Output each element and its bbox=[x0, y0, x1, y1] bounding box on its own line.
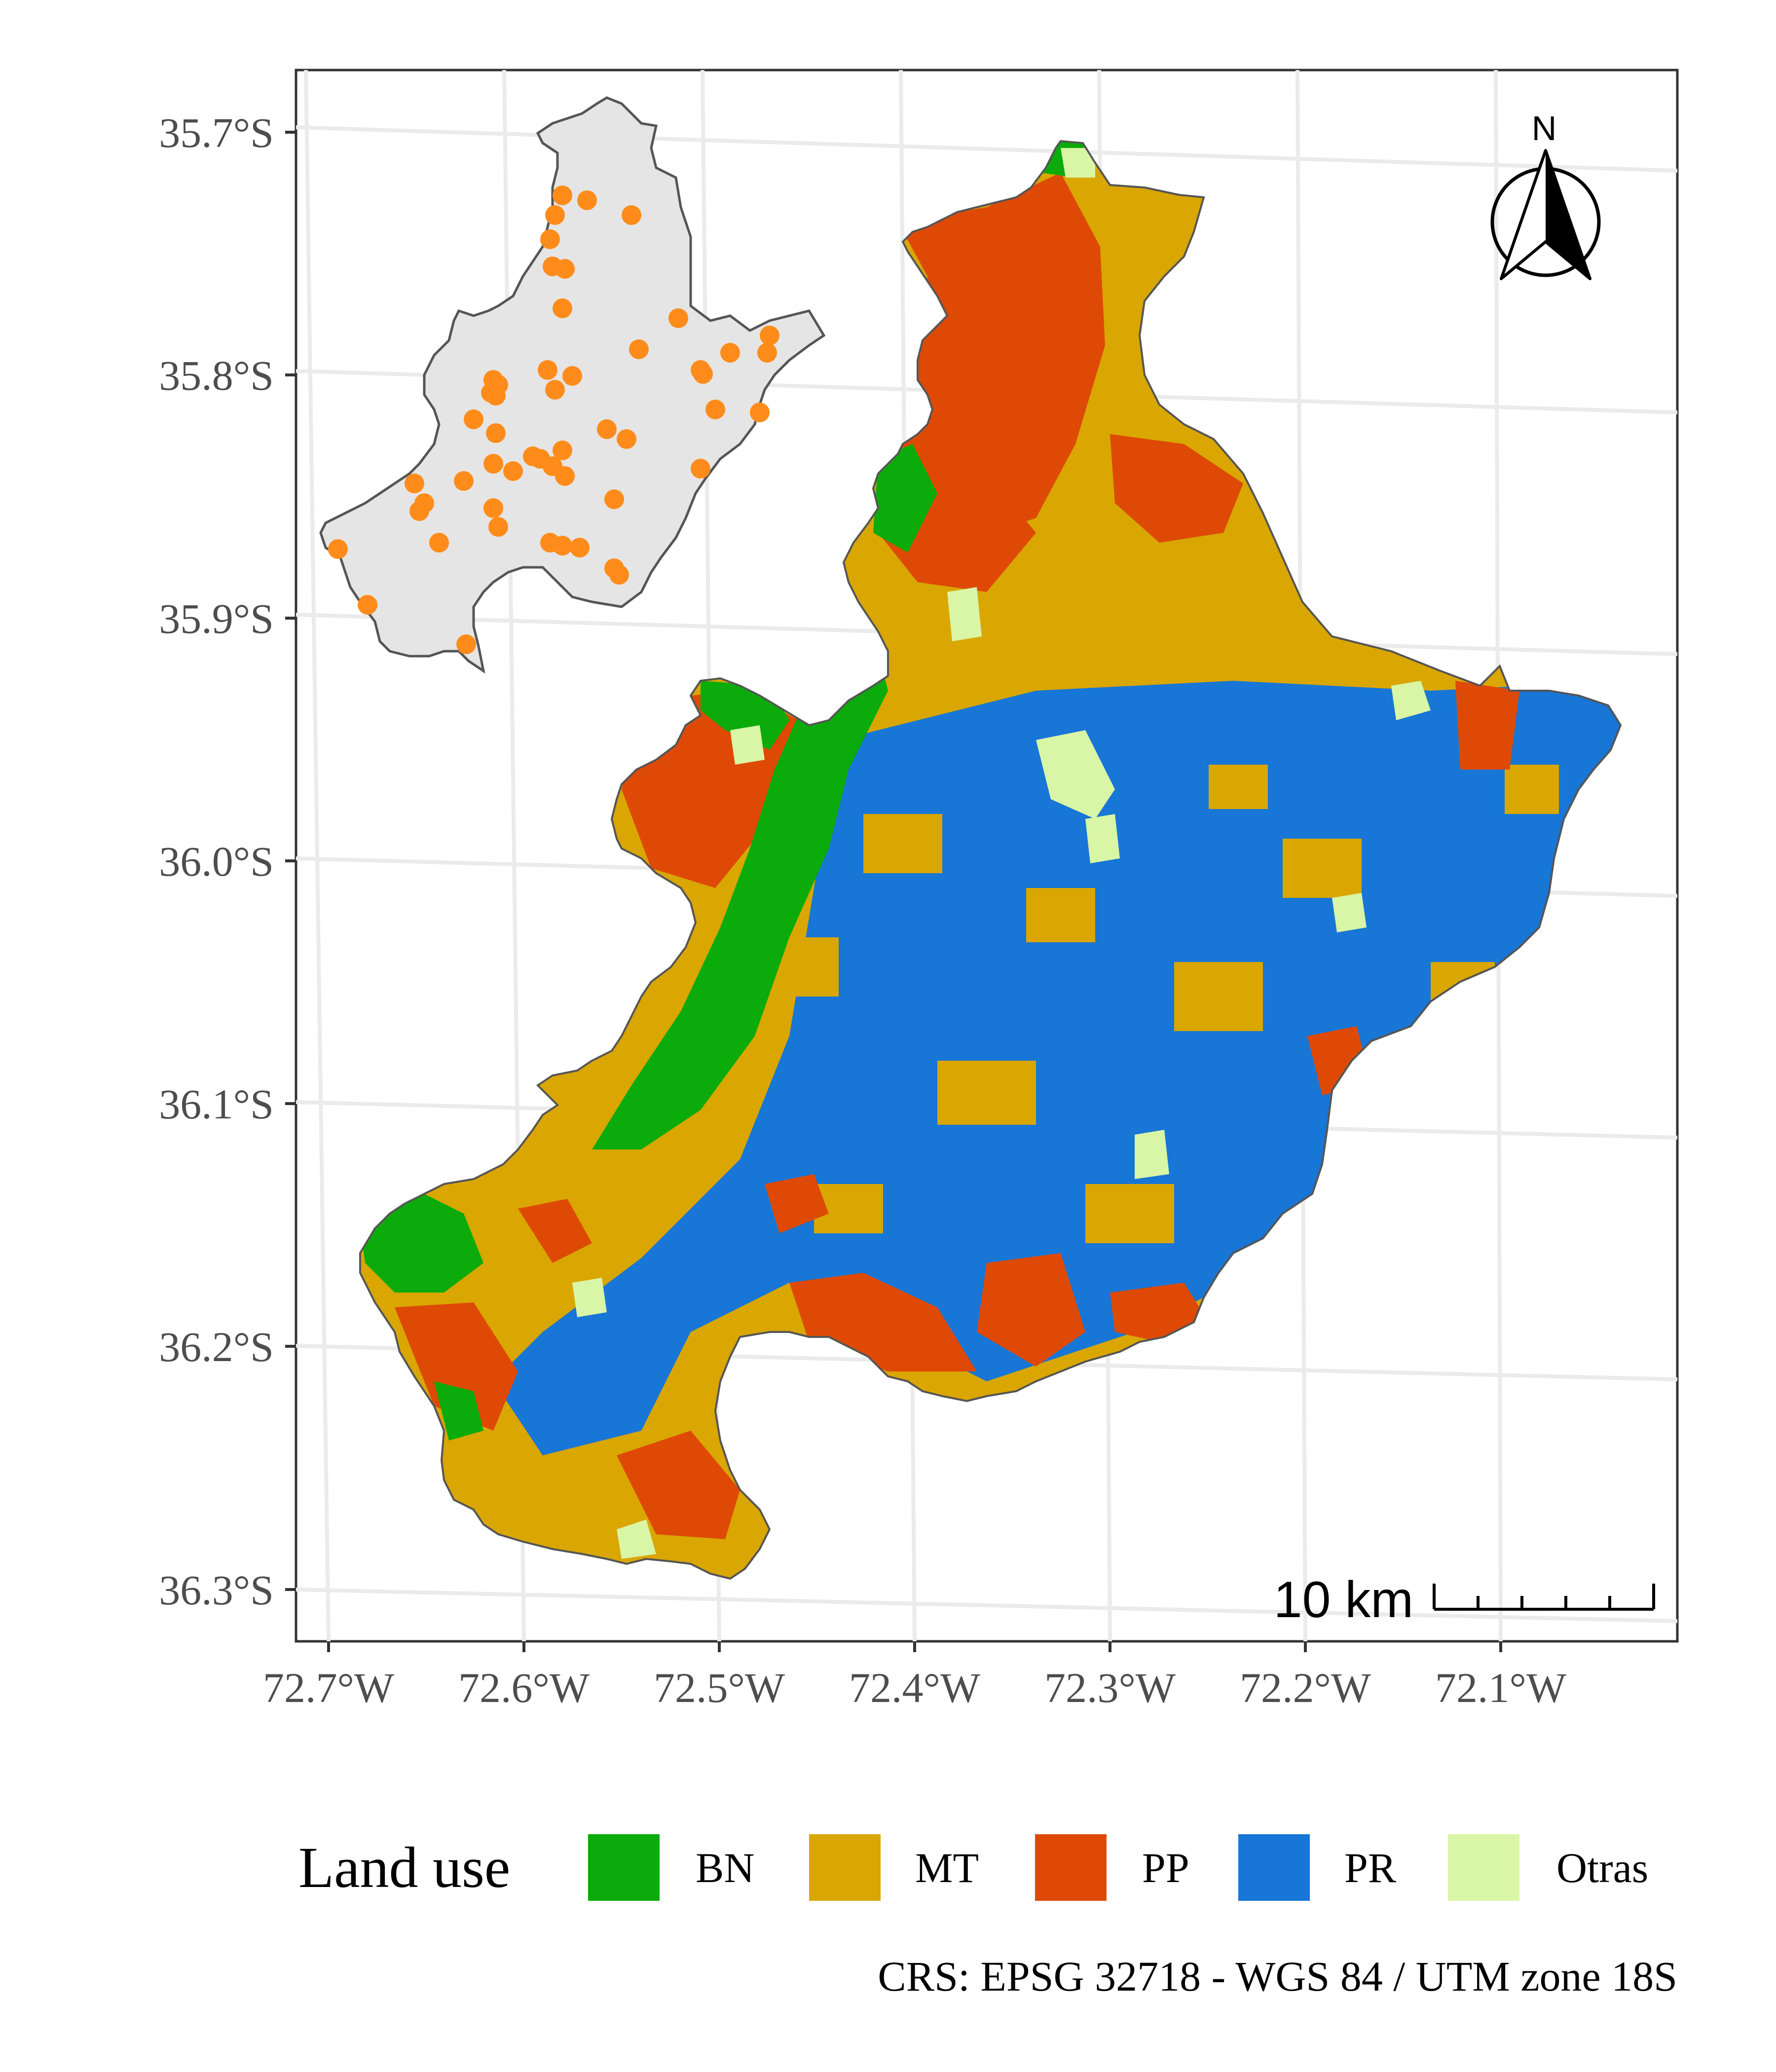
lon-tick-label: 72.7°W bbox=[263, 1664, 394, 1711]
legend-swatch-mt bbox=[809, 1834, 881, 1901]
lat-tick-label: 36.2°S bbox=[159, 1323, 274, 1370]
legend-label-mt: MT bbox=[915, 1844, 979, 1891]
legend-swatch-pp bbox=[1035, 1834, 1107, 1901]
north-arrow: N bbox=[1490, 109, 1601, 280]
lon-tick-label: 72.3°W bbox=[1044, 1664, 1176, 1711]
inset-sample-points bbox=[328, 185, 779, 654]
lat-tick-label: 36.1°S bbox=[159, 1080, 274, 1128]
crs-caption: CRS: EPSG 32718 - WGS 84 / UTM zone 18S bbox=[878, 1953, 1677, 2000]
legend-title: Land use bbox=[298, 1835, 510, 1900]
inset-map bbox=[319, 96, 826, 674]
lat-tick-label: 36.0°S bbox=[159, 838, 274, 885]
lon-tick-label: 72.1°W bbox=[1435, 1664, 1566, 1711]
scale-bar: 10 km bbox=[1274, 1571, 1655, 1628]
latitude-axis: 35.7°S 35.8°S 35.9°S 36.0°S 36.1°S 36.2°… bbox=[159, 109, 296, 1614]
legend-swatch-otras bbox=[1448, 1834, 1519, 1901]
lat-tick-label: 35.8°S bbox=[159, 352, 274, 399]
legend: Land use BN MT PP PR Otras bbox=[298, 1834, 1648, 1901]
legend-label-pp: PP bbox=[1142, 1844, 1189, 1891]
legend-swatch-pr bbox=[1238, 1834, 1310, 1901]
lon-tick-label: 72.4°W bbox=[849, 1664, 980, 1711]
scale-bar-label: 10 km bbox=[1274, 1571, 1413, 1628]
legend-label-bn: BN bbox=[696, 1844, 754, 1891]
lon-tick-label: 72.5°W bbox=[654, 1664, 785, 1711]
legend-label-pr: PR bbox=[1344, 1844, 1397, 1891]
lat-tick-label: 36.3°S bbox=[159, 1566, 274, 1614]
lon-tick-label: 72.6°W bbox=[458, 1664, 590, 1711]
lat-tick-label: 35.7°S bbox=[159, 109, 274, 156]
longitude-axis: 72.7°W 72.6°W 72.5°W 72.4°W 72.3°W 72.2°… bbox=[263, 1641, 1566, 1711]
lon-tick-label: 72.2°W bbox=[1240, 1664, 1371, 1711]
legend-label-otras: Otras bbox=[1556, 1844, 1648, 1891]
lat-tick-label: 35.9°S bbox=[159, 595, 274, 642]
north-label: N bbox=[1532, 109, 1557, 148]
legend-swatch-bn bbox=[588, 1834, 660, 1901]
